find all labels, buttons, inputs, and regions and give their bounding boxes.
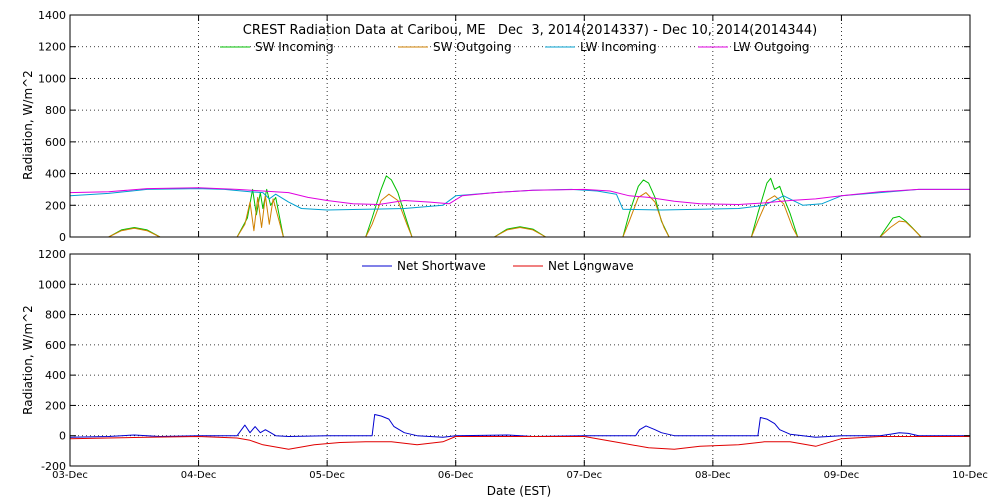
series-line-net-longwave: [69, 436, 970, 450]
bottom-legend: Net Shortwave Net Longwave: [362, 259, 634, 273]
top-panel: 0 200 400 600 800 1000 1200 1400 CREST Radiatio…: [21, 9, 971, 244]
y-tick-label: 200: [45, 199, 66, 212]
legend-label-lw-outgoing: LW Outgoing: [733, 40, 810, 54]
bottom-series: [69, 414, 970, 450]
y-tick-label: -200: [41, 460, 66, 473]
y-tick-label: 200: [45, 399, 66, 412]
y-tick-label: 0: [59, 430, 66, 443]
legend-label-net-longwave: Net Longwave: [548, 259, 634, 273]
x-tick-label: 08-Dec: [695, 470, 731, 481]
y-tick-label: 0: [59, 231, 66, 244]
y-tick-label: 1200: [38, 41, 66, 54]
bottom-plot-frame: [69, 253, 971, 467]
bottom-y-axis-label: Radiation, W/m^2: [21, 305, 35, 415]
bottom-y-ticks: -200 0 200 400 600 800 1000 1200: [38, 248, 971, 473]
x-tick-label: 03-Dec: [52, 470, 88, 481]
y-tick-label: 400: [45, 168, 66, 181]
y-tick-label: 400: [45, 369, 66, 382]
y-tick-label: 800: [45, 309, 66, 322]
y-tick-label: 800: [45, 104, 66, 117]
top-y-axis-label: Radiation, W/m^2: [21, 70, 35, 180]
legend-label-lw-incoming: LW Incoming: [580, 40, 657, 54]
series-line-sw-outgoing: [70, 192, 970, 238]
y-tick-label: 1000: [38, 278, 66, 291]
chart-title: CREST Radiation Data at Caribou, ME Dec …: [243, 23, 817, 38]
legend-label-sw-outgoing: SW Outgoing: [433, 40, 512, 54]
top-series: [69, 175, 970, 238]
top-plot-frame: [69, 14, 971, 238]
top-legend: SW Incoming SW Outgoing LW Incoming LW Outg…: [220, 40, 810, 54]
top-grid: [70, 15, 970, 237]
bottom-panel: -200 0 200 400 600 800 1000 1200 03-Dec 04-Dec 05…: [21, 248, 988, 498]
legend-label-net-shortwave: Net Shortwave: [397, 259, 486, 273]
y-tick-label: 600: [45, 339, 66, 352]
x-tick-label: 07-Dec: [566, 470, 602, 481]
top-y-ticks: 0 200 400 600 800 1000 1200 1400: [38, 9, 971, 244]
bottom-grid: [70, 254, 970, 466]
series-line-lw-incoming: [69, 188, 970, 211]
y-tick-label: 1400: [38, 9, 66, 22]
y-tick-label: 600: [45, 136, 66, 149]
x-tick-label: 04-Dec: [181, 470, 217, 481]
x-tick-label: 06-Dec: [438, 470, 474, 481]
y-tick-label: 1000: [38, 72, 66, 85]
legend-label-sw-incoming: SW Incoming: [255, 40, 334, 54]
y-tick-label: 1200: [38, 248, 66, 261]
x-tick-label: 05-Dec: [309, 470, 345, 481]
series-line-net-shortwave: [69, 414, 970, 438]
x-tick-label: 09-Dec: [824, 470, 860, 481]
bottom-x-ticks: 03-Dec 04-Dec 05-Dec 06-Dec 07-Dec 08-Dec 09-D…: [52, 470, 988, 481]
x-tick-label: 10-Dec: [952, 470, 988, 481]
series-line-lw-outgoing: [69, 187, 970, 205]
x-axis-label: Date (EST): [487, 484, 551, 498]
